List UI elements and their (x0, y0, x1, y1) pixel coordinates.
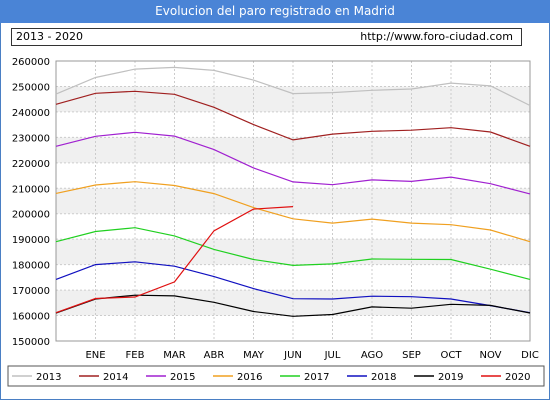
legend-label-2014: 2014 (103, 372, 128, 383)
y-tick-label: 240000 (12, 108, 50, 119)
y-tick-label: 160000 (12, 312, 50, 323)
y-tick-label: 220000 (12, 159, 50, 170)
x-tick-label: MAY (243, 350, 265, 361)
y-tick-label: 170000 (12, 286, 50, 297)
legend-label-2016: 2016 (237, 372, 262, 383)
x-tick-label: OCT (441, 350, 463, 361)
y-tick-label: 250000 (12, 82, 50, 93)
y-tick-label: 190000 (12, 235, 50, 246)
x-tick-label: SEP (402, 350, 421, 361)
series-line-2017 (55, 227, 531, 280)
x-tick-label: ABR (204, 350, 225, 361)
date-range: 2013 - 2020 (16, 30, 83, 43)
grid-band (56, 239, 530, 265)
legend-label-2020: 2020 (505, 372, 530, 383)
series-line-2019 (55, 294, 531, 317)
series-line-2014 (55, 90, 531, 147)
x-tick-label: DIC (521, 350, 539, 361)
info-box: 2013 - 2020 http://www.foro-ciudad.com (11, 28, 522, 46)
x-tick-label: JUN (283, 350, 302, 361)
legend-label-2017: 2017 (304, 372, 329, 383)
x-tick-label: JUL (324, 350, 341, 361)
x-tick-label: NOV (479, 350, 501, 361)
x-tick-label: ENE (85, 350, 105, 361)
y-tick-label: 230000 (12, 133, 50, 144)
y-tick-label: 210000 (12, 184, 50, 195)
legend-label-2013: 2013 (36, 372, 61, 383)
plot-border (55, 60, 531, 342)
source-url[interactable]: http://www.foro-ciudad.com (360, 30, 513, 43)
x-tick-label: FEB (126, 350, 145, 361)
series-line-2015 (55, 131, 531, 195)
legend-label-2018: 2018 (371, 372, 396, 383)
y-tick-label: 260000 (12, 57, 50, 68)
y-tick-label: 180000 (12, 261, 50, 272)
chart-title: Evolucion del paro registrado en Madrid (0, 0, 550, 23)
y-tick-label: 200000 (12, 210, 50, 221)
series-line-2013 (55, 66, 531, 107)
series-line-2018 (55, 261, 531, 314)
legend-label-2019: 2019 (438, 372, 463, 383)
x-tick-label: MAR (163, 350, 185, 361)
legend-box (7, 365, 545, 387)
x-tick-label: AGO (361, 350, 383, 361)
series-line-2020 (55, 206, 294, 314)
legend-label-2015: 2015 (170, 372, 195, 383)
y-tick-label: 150000 (12, 337, 50, 348)
series-line-2016 (55, 181, 531, 243)
